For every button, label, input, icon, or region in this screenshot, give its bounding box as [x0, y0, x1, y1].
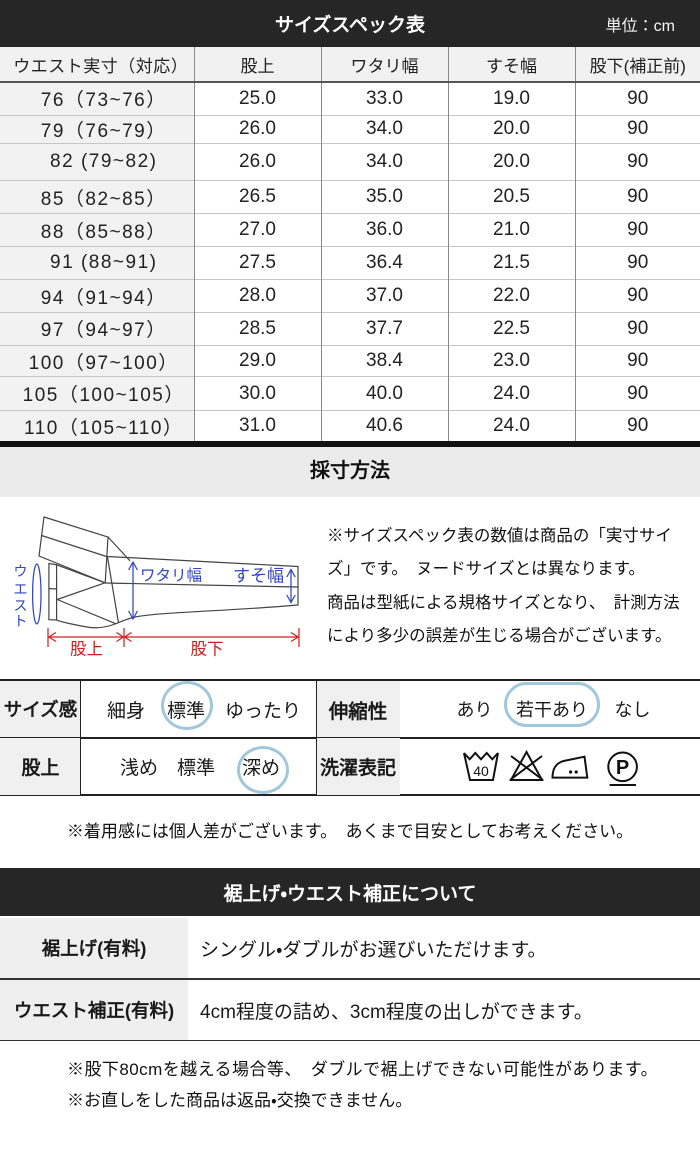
svg-text:ワタリ幅: ワタリ幅 — [140, 567, 202, 585]
svg-text:P: P — [616, 757, 629, 779]
svg-text:エ: エ — [14, 581, 28, 597]
svg-text:股下: 股下 — [191, 640, 224, 659]
svg-text:ウ: ウ — [14, 563, 28, 579]
svg-text:すそ幅: すそ幅 — [233, 567, 284, 586]
svg-text:40: 40 — [473, 763, 489, 779]
svg-text:ト: ト — [14, 613, 28, 629]
svg-text:股上: 股上 — [70, 640, 103, 659]
svg-text:ス: ス — [14, 598, 28, 614]
